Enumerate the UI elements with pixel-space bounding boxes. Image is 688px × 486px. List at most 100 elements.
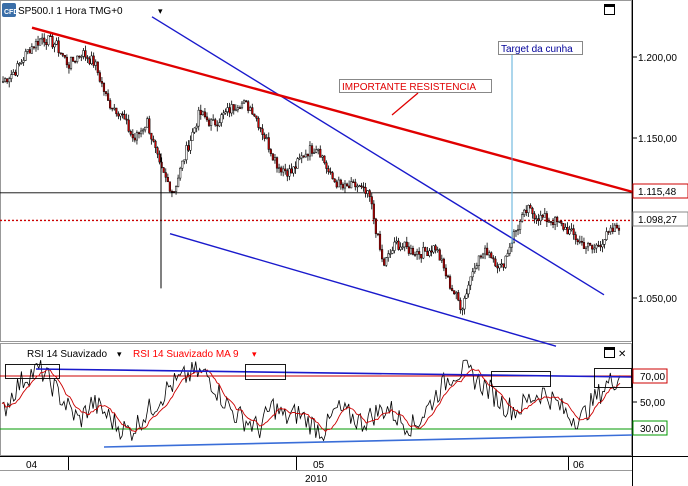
rsi-ma-dropdown-arrow-icon[interactable]: ▾ — [252, 349, 257, 359]
channel-lower-line — [169, 233, 557, 347]
candle-body — [580, 240, 583, 243]
candle-body — [65, 56, 68, 66]
candle-body — [51, 36, 54, 48]
candle-body — [201, 111, 204, 115]
candle-body — [547, 221, 551, 223]
candle-body — [356, 185, 359, 188]
candle-body — [383, 258, 386, 266]
candle-body — [43, 37, 46, 43]
candle-body — [187, 145, 190, 151]
candle-body — [420, 254, 423, 259]
resistance-annotation: IMPORTANTE RESISTENCIA — [339, 79, 492, 116]
candle-body — [212, 119, 215, 121]
candle-body — [512, 231, 515, 244]
candle-body — [486, 247, 489, 256]
rsi-y-tick-label: 70,00 — [640, 372, 665, 383]
candle-body — [331, 172, 334, 180]
candle-body — [537, 218, 540, 221]
candle-body — [576, 239, 579, 243]
candle-body — [265, 137, 268, 139]
candle-body — [529, 205, 532, 209]
candle-body — [366, 190, 369, 194]
rsi-panel-header[interactable]: RSI 14 Suavizado ▾ RSI 14 Suavizado MA 9… — [27, 349, 257, 360]
close-rsi-panel-icon[interactable]: ✕ — [618, 349, 626, 360]
candle-body — [300, 155, 303, 159]
candle-body — [426, 251, 429, 257]
candle-body — [584, 246, 588, 249]
rsi-peak-box — [491, 371, 551, 387]
candle-body — [6, 78, 9, 83]
rsi-dropdown-arrow-icon[interactable]: ▾ — [117, 349, 122, 359]
candle-body — [432, 245, 435, 253]
maximize-price-panel-icon[interactable] — [604, 4, 615, 15]
rsi-chart-layer — [0, 359, 633, 448]
rsi-70-tag — [632, 368, 668, 384]
resistance-label-box — [339, 79, 492, 93]
candle-body — [374, 218, 377, 234]
candle-body — [475, 265, 478, 269]
price-panel-frame — [0, 0, 632, 342]
candle-body — [210, 119, 213, 126]
candle-body — [424, 247, 427, 252]
candle-body — [207, 119, 211, 126]
candle-body — [236, 107, 239, 111]
candle-body — [222, 112, 225, 115]
candle-body — [597, 244, 600, 247]
candle-body — [84, 50, 87, 58]
candle-body — [123, 114, 126, 120]
candle-body — [232, 104, 235, 111]
candle-body — [277, 167, 281, 169]
candle-body — [294, 166, 297, 169]
candle-body — [453, 290, 456, 295]
candle-body — [234, 109, 237, 112]
resistance-label: IMPORTANTE RESISTENCIA — [342, 82, 476, 93]
candle-body — [442, 258, 445, 269]
y-tick-label: 1.150,00 — [638, 134, 677, 145]
candle-body — [397, 240, 400, 250]
candle-body — [1, 80, 5, 83]
candle-body — [578, 240, 581, 243]
candle-body — [545, 213, 548, 223]
candle-body — [49, 35, 52, 37]
candle-body — [4, 78, 7, 82]
symbol-dropdown-arrow-icon[interactable]: ▾ — [158, 6, 163, 16]
candle-body — [617, 227, 621, 231]
candle-body — [434, 245, 437, 251]
candle-body — [127, 119, 130, 132]
candle-body — [401, 246, 404, 249]
candle-body — [69, 56, 73, 69]
candle-body — [372, 203, 375, 220]
candle-body — [168, 181, 171, 192]
candle-body — [59, 52, 62, 54]
candle-body — [570, 228, 573, 230]
candle-body — [94, 61, 97, 66]
candle-body — [71, 56, 75, 62]
candle-body — [131, 134, 134, 139]
candle-body — [492, 257, 495, 260]
candle-body — [335, 181, 338, 188]
candle-body — [152, 138, 155, 142]
candle-body — [558, 220, 561, 223]
candle-body — [205, 116, 209, 121]
y-tick-label: 1.200,00 — [638, 53, 677, 64]
candle-body — [34, 40, 38, 49]
candle-body — [568, 229, 571, 235]
candle-body — [86, 56, 89, 60]
candle-body — [183, 159, 186, 162]
chart-header[interactable]: CFD SP500.I 1 Hora TMG+0 ▾ — [2, 3, 163, 17]
candle-body — [142, 129, 145, 132]
candle-body — [477, 255, 480, 266]
candle-body — [444, 267, 448, 277]
candle-body — [325, 162, 328, 169]
candle-body — [98, 72, 101, 82]
candle-body — [177, 177, 180, 187]
candle-body — [224, 111, 227, 114]
candle-body — [521, 214, 524, 222]
rsi-series-line — [1, 359, 621, 442]
candle-body — [107, 93, 110, 101]
horizontal-level-label: 1.115,48 — [638, 187, 677, 198]
candle-body — [32, 46, 36, 49]
candle-body — [358, 185, 361, 187]
candle-body — [271, 153, 274, 161]
maximize-rsi-panel-icon[interactable] — [604, 347, 615, 358]
